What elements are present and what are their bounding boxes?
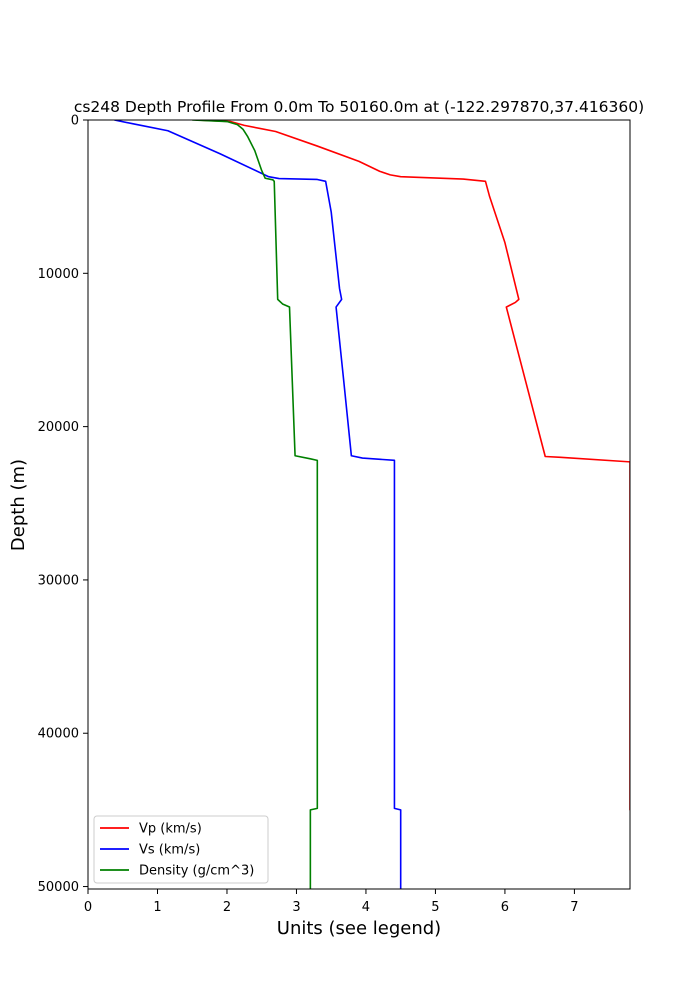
x-tick-label: 6 <box>501 900 509 915</box>
x-tick-label: 2 <box>223 900 231 915</box>
series-line-2 <box>114 120 402 889</box>
legend-label: Vs (km/s) <box>139 843 200 858</box>
x-axis: 0 1 2 3 4 5 6 7 <box>84 889 579 915</box>
series-line-3 <box>192 120 319 889</box>
x-tick-label: 4 <box>362 900 370 915</box>
legend-box <box>93 815 269 884</box>
x-tick-label: 0 <box>84 900 92 915</box>
legend-label: Vp (km/s) <box>139 822 202 837</box>
y-tick-label: 50000 <box>38 880 79 895</box>
y-axis-label: Depth (m) <box>8 459 29 551</box>
x-axis-label: Units (see legend) <box>277 918 441 939</box>
y-axis: 0 10000 20000 30000 40000 50000 <box>38 114 88 895</box>
x-tick-label: 1 <box>153 900 161 915</box>
y-tick-label: 40000 <box>38 727 79 742</box>
plot-frame <box>87 119 631 890</box>
x-tick-label: 3 <box>292 900 300 915</box>
legend: Vp (km/s) Vs (km/s) Density (g/cm^3) <box>93 815 269 884</box>
y-tick-label: 20000 <box>38 420 79 435</box>
legend-label: Density (g/cm^3) <box>139 864 254 879</box>
series-line-1 <box>195 120 630 811</box>
x-tick-label: 5 <box>431 900 439 915</box>
y-tick-label: 10000 <box>38 267 79 282</box>
y-tick-label: 0 <box>71 114 79 129</box>
y-tick-label: 30000 <box>38 573 79 588</box>
chart-title: cs248 Depth Profile From 0.0m To 50160.0… <box>74 98 644 116</box>
x-tick-label: 7 <box>570 900 578 915</box>
series-layer <box>114 120 630 889</box>
